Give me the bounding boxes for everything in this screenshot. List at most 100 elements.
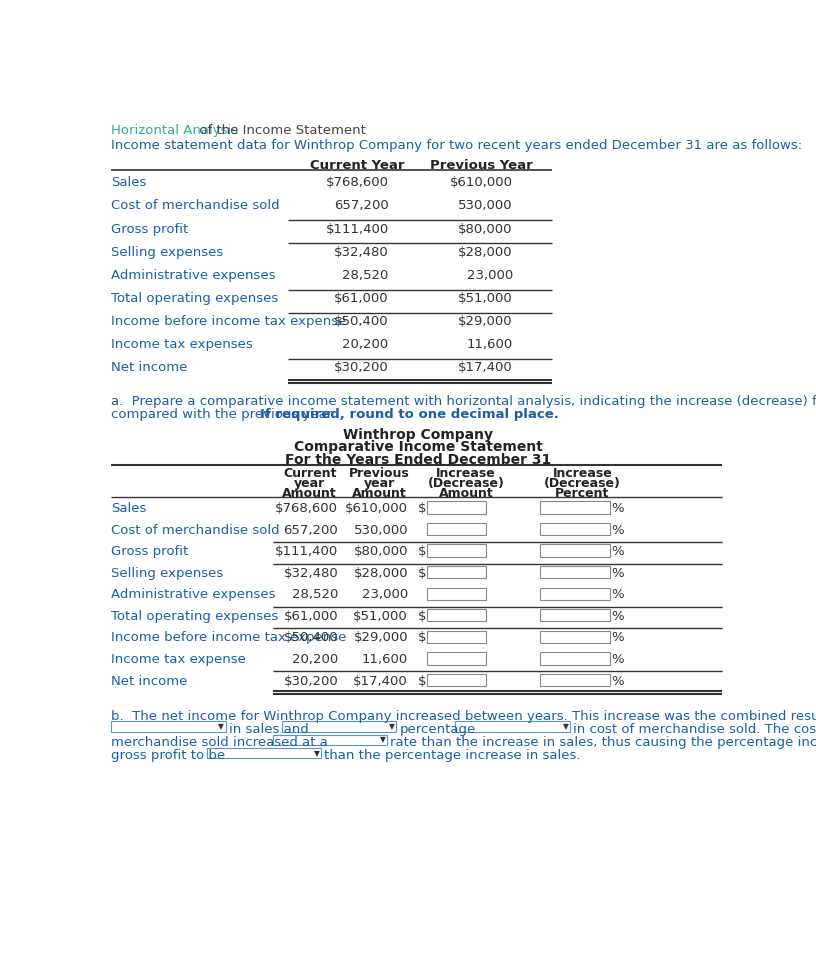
Text: $28,000: $28,000 xyxy=(353,567,408,579)
Text: Winthrop Company: Winthrop Company xyxy=(344,428,493,442)
Text: Amount: Amount xyxy=(282,487,337,500)
Text: $111,400: $111,400 xyxy=(326,223,388,235)
Text: Income statement data for Winthrop Company for two recent years ended December 3: Income statement data for Winthrop Compa… xyxy=(111,140,802,152)
Text: Current: Current xyxy=(283,467,336,480)
Text: $50,400: $50,400 xyxy=(284,631,339,644)
Text: 20,200: 20,200 xyxy=(292,653,339,666)
Text: Income before income tax expense: Income before income tax expense xyxy=(111,315,347,328)
Bar xyxy=(455,722,570,732)
Text: $80,000: $80,000 xyxy=(459,223,512,235)
Text: $: $ xyxy=(418,502,426,515)
Bar xyxy=(428,674,486,686)
Text: compared with the previous year.: compared with the previous year. xyxy=(111,408,339,421)
Text: $17,400: $17,400 xyxy=(353,675,408,687)
Text: $51,000: $51,000 xyxy=(458,292,512,305)
Text: 657,200: 657,200 xyxy=(284,524,339,536)
Text: 23,000: 23,000 xyxy=(467,269,512,282)
Text: ▼: ▼ xyxy=(379,735,385,745)
Text: $610,000: $610,000 xyxy=(345,502,408,515)
Text: Sales: Sales xyxy=(111,176,147,189)
Text: Amount: Amount xyxy=(439,487,494,500)
Text: %: % xyxy=(611,545,623,558)
Text: merchandise sold increased at a: merchandise sold increased at a xyxy=(111,736,328,750)
Text: $: $ xyxy=(418,545,426,558)
Bar xyxy=(111,722,226,732)
Text: 657,200: 657,200 xyxy=(334,200,388,212)
Bar xyxy=(206,748,322,758)
Bar xyxy=(428,609,486,621)
Bar xyxy=(428,523,486,535)
Text: 28,520: 28,520 xyxy=(343,269,388,282)
Text: (Decrease): (Decrease) xyxy=(544,477,621,489)
Text: $: $ xyxy=(418,567,426,579)
Text: Cost of merchandise sold: Cost of merchandise sold xyxy=(111,524,280,536)
Bar xyxy=(540,501,610,513)
Bar xyxy=(540,631,610,643)
Text: b.  The net income for Winthrop Company increased between years. This increase w: b. The net income for Winthrop Company i… xyxy=(111,710,816,723)
Text: gross profit to be: gross profit to be xyxy=(111,750,225,762)
Text: $17,400: $17,400 xyxy=(458,361,512,374)
Text: 20,200: 20,200 xyxy=(343,338,388,351)
Text: Increase: Increase xyxy=(552,467,612,480)
Text: $768,600: $768,600 xyxy=(326,176,388,189)
Text: $610,000: $610,000 xyxy=(450,176,512,189)
Text: %: % xyxy=(611,588,623,601)
Bar xyxy=(540,588,610,599)
Text: %: % xyxy=(611,653,623,666)
Text: For the Years Ended December 31: For the Years Ended December 31 xyxy=(285,453,552,467)
Text: Income before income tax expense: Income before income tax expense xyxy=(111,631,347,644)
Text: Previous: Previous xyxy=(349,467,410,480)
Text: ▼: ▼ xyxy=(313,749,320,757)
Text: %: % xyxy=(611,567,623,579)
Text: $29,000: $29,000 xyxy=(353,631,408,644)
Text: $: $ xyxy=(418,631,426,644)
Text: $111,400: $111,400 xyxy=(275,545,339,558)
Text: Horizontal Analysis: Horizontal Analysis xyxy=(111,124,238,137)
Text: Selling expenses: Selling expenses xyxy=(111,246,224,259)
Text: 11,600: 11,600 xyxy=(361,653,408,666)
Text: 23,000: 23,000 xyxy=(361,588,408,601)
Bar xyxy=(540,523,610,535)
Text: Gross profit: Gross profit xyxy=(111,223,188,235)
Text: If required, round to one decimal place.: If required, round to one decimal place. xyxy=(260,408,559,421)
Text: 530,000: 530,000 xyxy=(458,200,512,212)
Text: year: year xyxy=(294,477,326,489)
Text: than the percentage increase in sales.: than the percentage increase in sales. xyxy=(325,750,581,762)
Text: %: % xyxy=(611,524,623,536)
Text: ▼: ▼ xyxy=(219,723,224,731)
Text: 11,600: 11,600 xyxy=(467,338,512,351)
Text: $80,000: $80,000 xyxy=(353,545,408,558)
Text: year: year xyxy=(364,477,395,489)
Text: $32,480: $32,480 xyxy=(334,246,388,259)
Text: $61,000: $61,000 xyxy=(334,292,388,305)
Text: Selling expenses: Selling expenses xyxy=(111,567,224,579)
Text: $50,400: $50,400 xyxy=(334,315,388,328)
Text: 28,520: 28,520 xyxy=(292,588,339,601)
Text: Income tax expense: Income tax expense xyxy=(111,653,246,666)
Text: Total operating expenses: Total operating expenses xyxy=(111,610,278,622)
Text: ▼: ▼ xyxy=(389,723,395,731)
Text: (Decrease): (Decrease) xyxy=(428,477,504,489)
Text: %: % xyxy=(611,631,623,644)
Text: %: % xyxy=(611,610,623,622)
Bar xyxy=(282,722,397,732)
Text: in cost of merchandise sold. The cost of: in cost of merchandise sold. The cost of xyxy=(573,723,816,736)
Text: Total operating expenses: Total operating expenses xyxy=(111,292,278,305)
Text: Administrative expenses: Administrative expenses xyxy=(111,269,276,282)
Text: Administrative expenses: Administrative expenses xyxy=(111,588,276,601)
Text: %: % xyxy=(611,675,623,687)
Text: a.  Prepare a comparative income statement with horizontal analysis, indicating : a. Prepare a comparative income statemen… xyxy=(111,395,816,408)
Text: $28,000: $28,000 xyxy=(458,246,512,259)
Bar xyxy=(540,652,610,664)
Text: Increase: Increase xyxy=(437,467,496,480)
Bar xyxy=(540,609,610,621)
Text: $30,200: $30,200 xyxy=(334,361,388,374)
Bar xyxy=(540,674,610,686)
Text: Current Year: Current Year xyxy=(311,160,405,172)
Text: Income tax expenses: Income tax expenses xyxy=(111,338,253,351)
Text: of the Income Statement: of the Income Statement xyxy=(195,124,366,137)
Bar xyxy=(428,544,486,556)
Text: Comparative Income Statement: Comparative Income Statement xyxy=(294,441,543,454)
Text: Percent: Percent xyxy=(556,487,610,500)
Text: $30,200: $30,200 xyxy=(284,675,339,687)
